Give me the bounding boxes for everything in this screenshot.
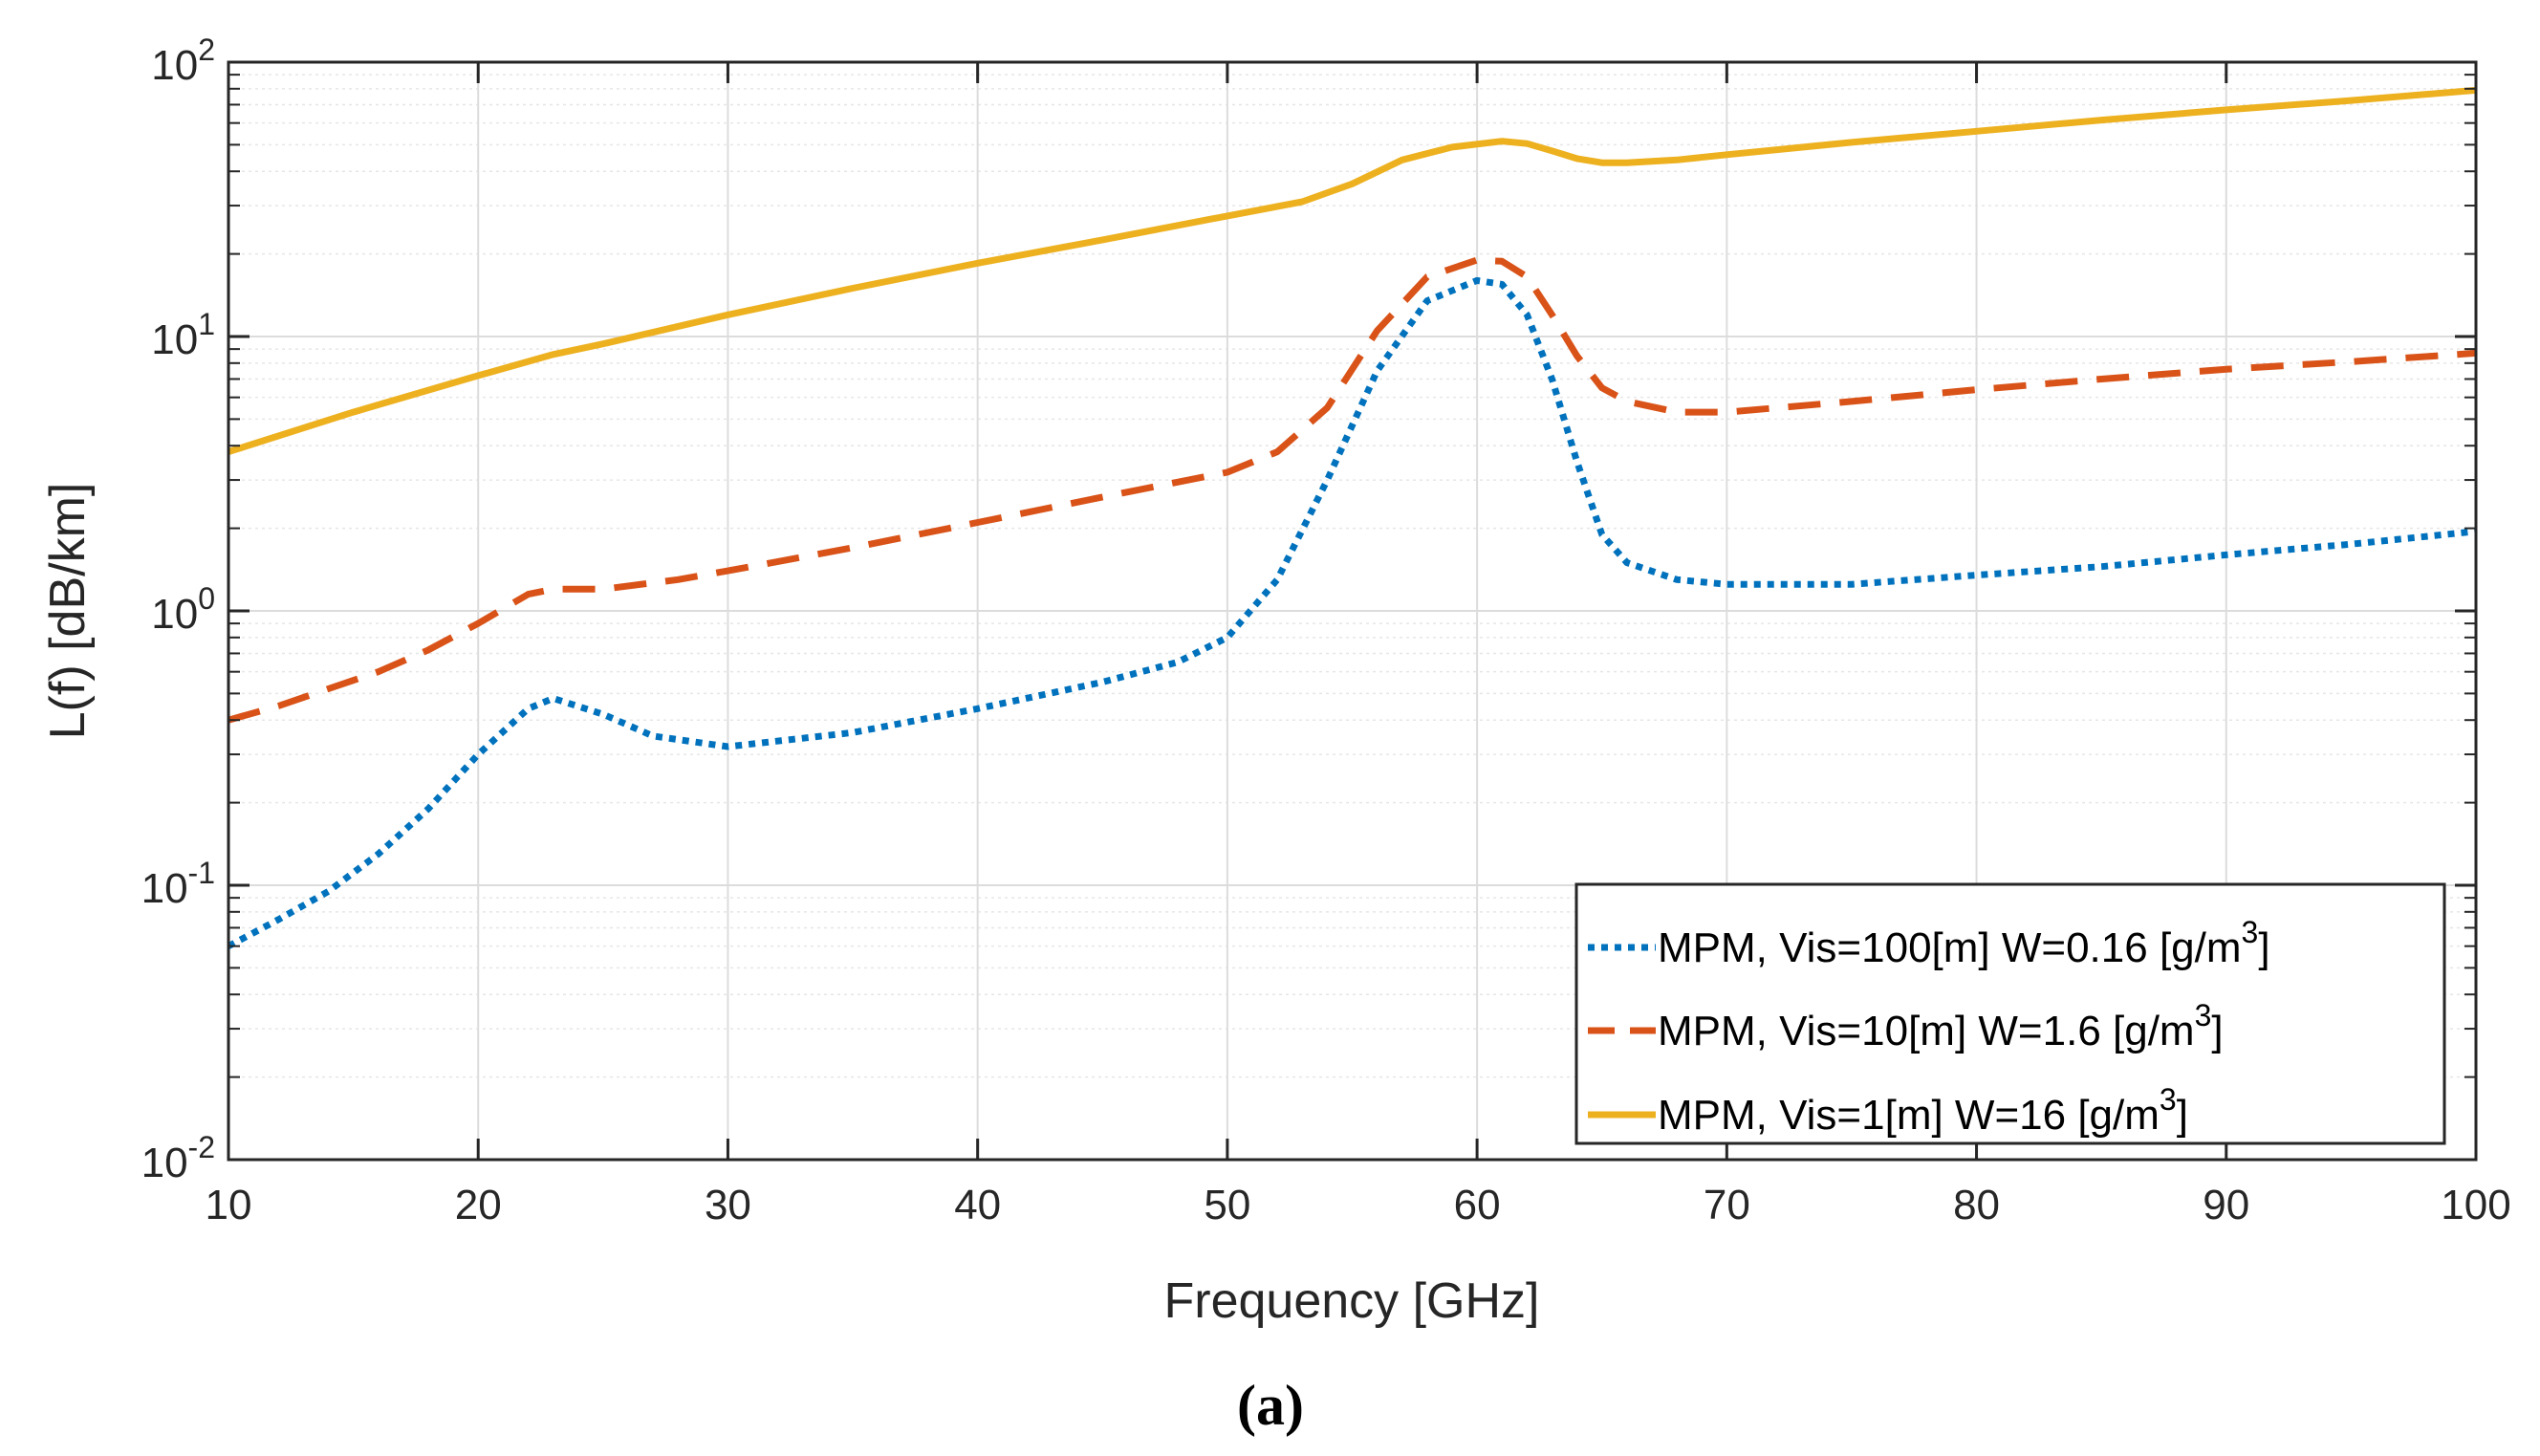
y-tick-label: 10-2 [141,1130,215,1186]
x-axis-label: Frequency [GHz] [1163,1273,1539,1329]
legend-label: MPM, Vis=100[m] W=0.16 [g/m3] [1658,915,2270,971]
legend-label: MPM, Vis=10[m] W=1.6 [g/m3] [1658,998,2224,1054]
legend-label: MPM, Vis=1[m] W=16 [g/m3] [1658,1082,2188,1139]
x-tick-labels: 10 20 30 40 50 60 70 80 90 100 [206,1182,2511,1228]
x-tick-label: 40 [954,1182,1001,1228]
legend: MPM, Vis=100[m] W=0.16 [g/m3] MPM, Vis=10… [1574,882,2446,1145]
series-line-dashed [228,256,2477,724]
y-tick-label: 100 [151,581,215,638]
y-tick-label: 10-1 [141,856,215,912]
y-tick-labels: 10-2 10-1 100 101 102 [141,33,215,1186]
x-tick-label: 30 [705,1182,751,1228]
figure-caption: (a) [1237,1374,1304,1437]
series-line-solid [227,86,2477,455]
series-lines [227,86,2477,949]
tick-marks [227,60,2478,1162]
x-tick-label: 80 [1953,1182,2000,1228]
y-axis-label: L(f) [dB/km] [40,483,96,740]
legend-box [1574,882,2446,1145]
x-tick-label: 60 [1454,1182,1501,1228]
x-tick-label: 20 [455,1182,502,1228]
y-tick-label: 102 [151,33,215,89]
x-tick-label: 50 [1204,1182,1250,1228]
x-tick-label: 100 [2441,1182,2510,1228]
x-tick-label: 70 [1704,1182,1750,1228]
x-tick-label: 90 [2203,1182,2249,1228]
x-tick-label: 10 [206,1182,252,1228]
y-tick-label: 101 [151,307,215,363]
series-line-dotted [227,276,2477,949]
